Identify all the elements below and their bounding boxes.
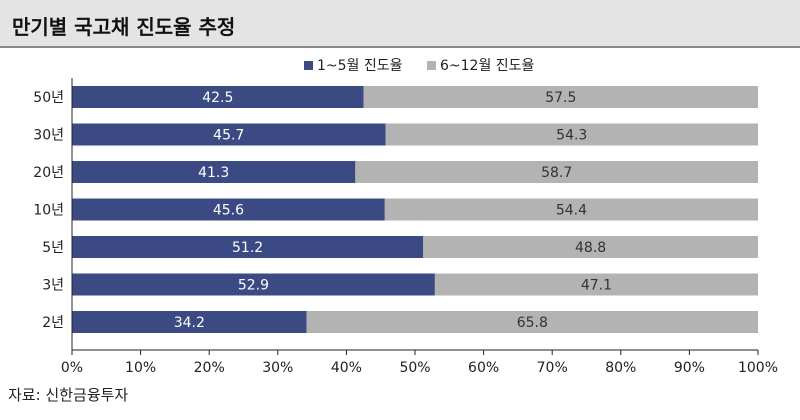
category-label: 10년 bbox=[33, 203, 64, 219]
data-label: 51.2 bbox=[232, 240, 263, 256]
data-label: 54.4 bbox=[556, 203, 587, 219]
bar-jan-may bbox=[72, 123, 386, 146]
bar-jan-may bbox=[72, 236, 424, 258]
data-label: 65.8 bbox=[517, 315, 548, 331]
x-tick-label: 100% bbox=[738, 360, 778, 376]
x-tick-label: 70% bbox=[537, 360, 568, 376]
legend-label-1: 1~5월 진도율 bbox=[317, 58, 403, 74]
bar-jun-dec bbox=[363, 86, 758, 108]
category-label: 50년 bbox=[33, 90, 64, 106]
data-label: 52.9 bbox=[238, 278, 269, 294]
category-label: 20년 bbox=[33, 165, 64, 181]
bar-jun-dec bbox=[423, 236, 758, 258]
bar-jan-may bbox=[72, 311, 307, 333]
bar-jun-dec bbox=[306, 311, 758, 333]
x-tick-label: 30% bbox=[262, 360, 293, 376]
bar-jun-dec bbox=[384, 198, 758, 221]
x-tick-label: 60% bbox=[468, 360, 499, 376]
bar-jun-dec bbox=[385, 123, 758, 146]
x-tick-label: 50% bbox=[399, 360, 430, 376]
x-tick-label: 40% bbox=[331, 360, 362, 376]
data-label: 47.1 bbox=[581, 278, 612, 294]
category-label: 3년 bbox=[42, 278, 64, 294]
category-label: 30년 bbox=[33, 128, 64, 144]
bar-jun-dec bbox=[434, 273, 758, 296]
x-tick-label: 20% bbox=[194, 360, 225, 376]
x-tick-label: 80% bbox=[605, 360, 636, 376]
data-label: 41.3 bbox=[198, 165, 229, 181]
page-title: 만기별 국고채 진도율 추정 bbox=[12, 15, 236, 39]
data-label: 45.7 bbox=[213, 128, 244, 144]
data-label: 58.7 bbox=[541, 165, 572, 181]
data-label: 45.6 bbox=[213, 203, 244, 219]
bar-jan-may bbox=[72, 198, 385, 221]
data-label: 57.5 bbox=[545, 90, 576, 106]
bar-jun-dec bbox=[355, 161, 758, 183]
x-tick-label: 10% bbox=[125, 360, 156, 376]
legend-label-2: 6~12월 진도율 bbox=[440, 58, 535, 74]
bar-jan-may bbox=[72, 273, 435, 296]
x-tick-label: 90% bbox=[674, 360, 705, 376]
bar-jan-may bbox=[72, 161, 356, 183]
bar-jan-may bbox=[72, 86, 364, 108]
legend-swatch-1 bbox=[304, 61, 313, 70]
category-label: 2년 bbox=[42, 315, 64, 331]
legend-swatch-2 bbox=[427, 61, 436, 70]
stacked-bar-chart: 1~5월 진도율 6~12월 진도율 50년 42.5 57.5 30년 45.7 54.3 2… bbox=[33, 58, 778, 376]
source-note: 자료: 신한금융투자 bbox=[8, 386, 129, 404]
data-label: 42.5 bbox=[202, 90, 233, 106]
data-label: 48.8 bbox=[575, 240, 606, 256]
data-label: 54.3 bbox=[556, 128, 587, 144]
title-bar: 만기별 국고채 진도율 추정 bbox=[0, 0, 800, 48]
x-tick-label: 0% bbox=[61, 360, 83, 376]
category-label: 5년 bbox=[42, 240, 64, 256]
data-label: 34.2 bbox=[174, 315, 205, 331]
